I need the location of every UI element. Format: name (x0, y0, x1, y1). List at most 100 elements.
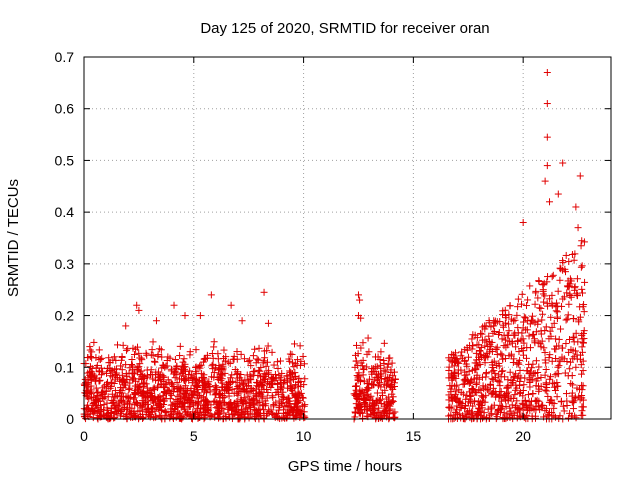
data-point (200, 375, 208, 383)
data-point (252, 392, 260, 400)
data-point (270, 361, 278, 369)
data-point (199, 358, 207, 366)
data-point (145, 412, 153, 420)
data-point (575, 385, 583, 393)
data-point (532, 287, 540, 295)
data-point (544, 392, 552, 400)
data-point (469, 402, 477, 410)
data-point (201, 384, 209, 392)
data-point (224, 378, 232, 386)
data-point (485, 332, 493, 340)
data-point (390, 414, 398, 422)
data-point (201, 387, 209, 395)
data-point (224, 402, 232, 410)
data-point (122, 346, 130, 354)
data-point (379, 407, 387, 415)
data-point (155, 411, 163, 419)
data-point (373, 363, 381, 371)
data-point (520, 339, 528, 347)
data-point (142, 349, 150, 357)
data-point (568, 389, 576, 397)
data-point (172, 364, 180, 372)
data-point (566, 291, 574, 299)
data-point (518, 345, 526, 353)
data-point (511, 316, 519, 324)
data-point (526, 377, 534, 385)
data-points (80, 69, 589, 423)
data-point (498, 351, 506, 359)
data-point (370, 402, 378, 410)
data-point (369, 365, 377, 373)
data-point (220, 346, 228, 354)
data-point (165, 386, 173, 394)
data-point (386, 354, 394, 362)
data-point (86, 372, 94, 380)
data-point (354, 350, 362, 358)
data-point (455, 359, 463, 367)
data-point (481, 342, 489, 350)
data-point (546, 375, 554, 383)
data-point (364, 334, 372, 342)
data-point (377, 383, 385, 391)
data-point (488, 410, 496, 418)
data-point (476, 346, 484, 354)
data-point (505, 327, 513, 335)
x-tick-label: 5 (190, 428, 198, 444)
data-point (86, 368, 94, 376)
data-point (561, 369, 569, 377)
data-point (213, 398, 221, 406)
data-point (483, 338, 491, 346)
data-point (489, 376, 497, 384)
data-point (233, 355, 241, 363)
data-point (382, 368, 390, 376)
data-point (578, 262, 586, 270)
data-point (564, 311, 572, 319)
data-point (510, 331, 518, 339)
data-point (529, 331, 537, 339)
data-point (549, 271, 557, 279)
data-point (488, 368, 496, 376)
data-point (181, 360, 189, 368)
data-point (111, 414, 119, 422)
x-tick-label: 10 (296, 428, 312, 444)
data-point (576, 355, 584, 363)
data-point (299, 394, 307, 402)
data-point (240, 355, 248, 363)
data-point (529, 330, 537, 338)
data-point (538, 337, 546, 345)
data-point (386, 402, 394, 410)
data-point (507, 315, 515, 323)
data-point (255, 344, 263, 352)
data-point (244, 389, 252, 397)
data-point (300, 381, 308, 389)
data-point (487, 405, 495, 413)
data-point (290, 363, 298, 371)
data-point (469, 331, 477, 339)
data-point (377, 395, 385, 403)
data-point (569, 381, 577, 389)
data-point (559, 295, 567, 303)
data-point (90, 338, 98, 346)
data-point (553, 393, 561, 401)
data-point (534, 294, 542, 302)
data-point (181, 394, 189, 402)
data-point (520, 381, 528, 389)
data-point (202, 400, 210, 408)
data-point (224, 387, 232, 395)
data-point (520, 318, 528, 326)
data-point (233, 370, 241, 378)
data-point (522, 314, 530, 322)
data-point (480, 385, 488, 393)
data-point (109, 356, 117, 364)
data-point (282, 414, 290, 422)
data-point (138, 402, 146, 410)
data-point (479, 382, 487, 390)
data-point (539, 310, 547, 318)
data-point (580, 301, 588, 309)
data-point (207, 291, 215, 299)
data-point (149, 338, 157, 346)
data-point (525, 332, 533, 340)
data-point (578, 285, 586, 293)
data-point (562, 340, 570, 348)
data-point (579, 329, 587, 337)
